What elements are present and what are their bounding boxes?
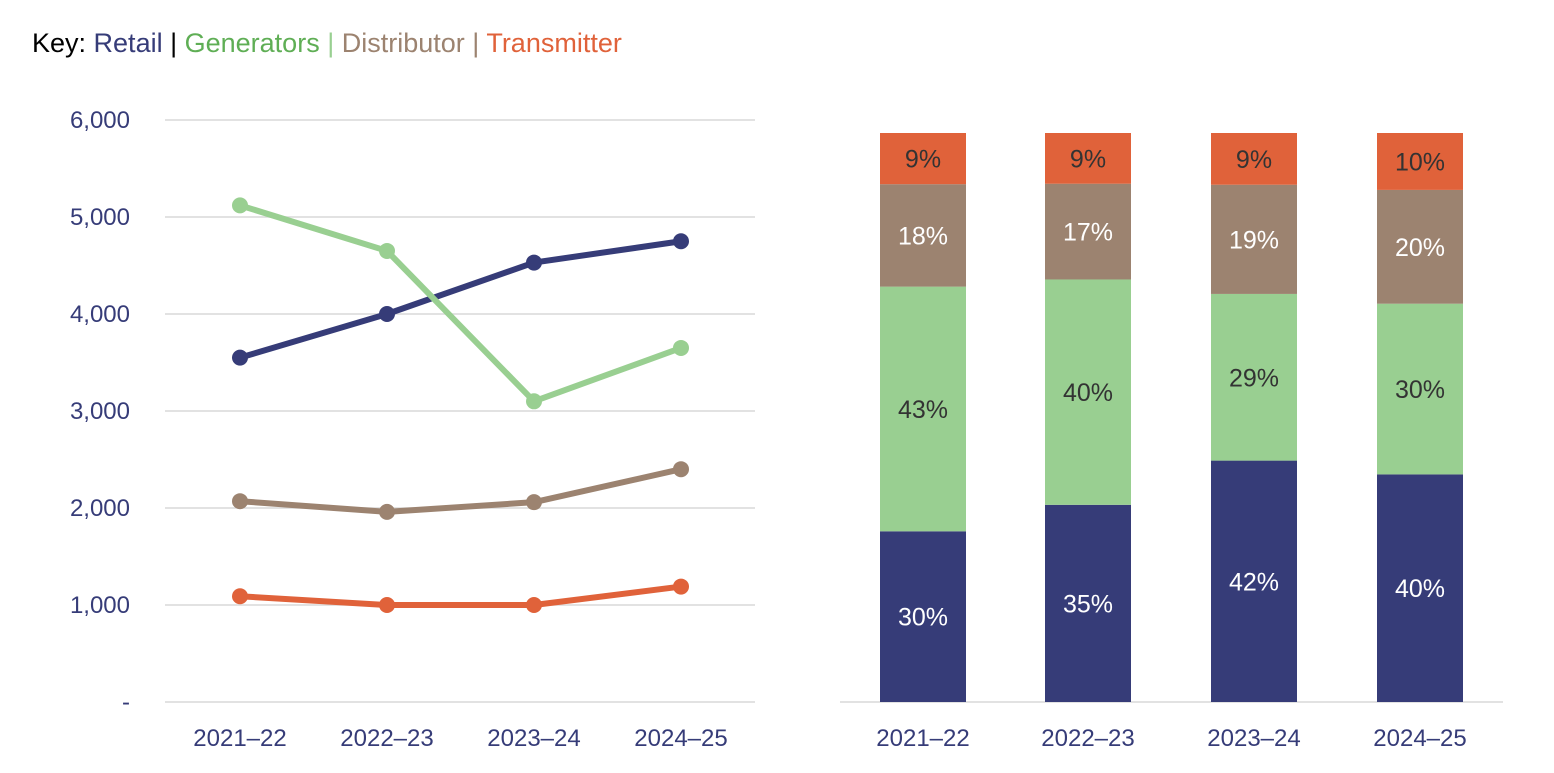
x-tick-label: 2024–25 bbox=[1373, 725, 1466, 752]
y-tick-label: 6,000 bbox=[70, 107, 130, 134]
bar-segment-retail bbox=[1377, 474, 1463, 702]
bar-data-label: 30% bbox=[1395, 376, 1445, 404]
bar-segment-retail bbox=[1045, 504, 1131, 702]
bar-segment-generators bbox=[1045, 279, 1131, 505]
data-point-transmitter bbox=[232, 588, 248, 605]
x-tick-label: 2022–23 bbox=[340, 725, 433, 752]
bar-segment-generators bbox=[1211, 293, 1297, 461]
bar-segment-distributor bbox=[880, 184, 966, 287]
key-transmitter: Transmitter bbox=[486, 28, 622, 58]
bar-data-label: 19% bbox=[1229, 226, 1279, 254]
key-distributor: Distributor bbox=[341, 28, 465, 58]
x-tick-label: 2023–24 bbox=[1207, 725, 1300, 752]
bar-segment-generators bbox=[880, 286, 966, 532]
series-line-distributor bbox=[239, 466, 682, 515]
x-tick-label: 2021–22 bbox=[876, 725, 969, 752]
y-tick-label: 5,000 bbox=[70, 204, 130, 231]
bar-data-label: 40% bbox=[1063, 379, 1113, 407]
bar-segment-retail bbox=[880, 531, 966, 702]
data-point-generators bbox=[379, 242, 395, 259]
data-point-distributor bbox=[673, 461, 689, 478]
bar-data-label: 9% bbox=[1070, 145, 1106, 173]
y-tick-label: 3,000 bbox=[70, 398, 130, 425]
bar-segment-transmitter bbox=[880, 133, 966, 185]
y-tick-label: 4,000 bbox=[70, 301, 130, 328]
bar-segment-transmitter bbox=[1211, 133, 1297, 185]
key-retail: Retail bbox=[93, 28, 163, 58]
x-tick-label: 2024–25 bbox=[634, 725, 727, 752]
y-tick-label: - bbox=[122, 689, 130, 716]
key-label: Key: bbox=[32, 28, 87, 58]
data-point-generators bbox=[673, 339, 689, 356]
y-tick-label: 1,000 bbox=[70, 592, 130, 619]
data-point-distributor bbox=[526, 494, 542, 511]
bar-data-label: 10% bbox=[1395, 148, 1445, 176]
bar-data-label: 30% bbox=[898, 604, 948, 632]
bar-segment-transmitter bbox=[1045, 133, 1131, 184]
series-line-retail bbox=[239, 238, 682, 361]
bar-segment-retail bbox=[1211, 460, 1297, 702]
y-tick-label: 2,000 bbox=[70, 495, 130, 522]
bar-segment-distributor bbox=[1377, 189, 1463, 304]
bar-segment-generators bbox=[1377, 303, 1463, 475]
key-separator: | bbox=[472, 28, 480, 58]
data-point-distributor bbox=[379, 503, 395, 520]
data-point-retail bbox=[526, 254, 542, 271]
bar-data-label: 18% bbox=[898, 222, 948, 250]
data-point-generators bbox=[232, 197, 248, 214]
bar-data-label: 40% bbox=[1395, 575, 1445, 603]
bar-data-label: 29% bbox=[1229, 364, 1279, 392]
data-point-retail bbox=[673, 233, 689, 250]
x-tick-label: 2023–24 bbox=[487, 725, 580, 752]
bar-data-label: 9% bbox=[1236, 146, 1272, 174]
key-separator: | bbox=[170, 28, 178, 58]
bar-segment-transmitter bbox=[1377, 133, 1463, 190]
bar-segment-distributor bbox=[1211, 184, 1297, 294]
bar-data-label: 17% bbox=[1063, 219, 1113, 247]
legend-key: Key: Retail | Generators | Distributor |… bbox=[32, 28, 622, 59]
key-separator: | bbox=[327, 28, 335, 58]
data-point-transmitter bbox=[526, 597, 542, 613]
data-point-distributor bbox=[232, 493, 248, 510]
data-point-transmitter bbox=[379, 597, 395, 613]
series-line-transmitter bbox=[239, 583, 682, 608]
key-generators: Generators bbox=[184, 28, 320, 58]
bar-data-label: 20% bbox=[1395, 234, 1445, 262]
bar-data-label: 42% bbox=[1229, 568, 1279, 596]
bar-data-label: 43% bbox=[898, 396, 948, 424]
x-tick-label: 2022–23 bbox=[1041, 725, 1134, 752]
data-point-retail bbox=[232, 349, 248, 366]
data-point-transmitter bbox=[673, 578, 689, 595]
bar-data-label: 35% bbox=[1063, 590, 1113, 618]
x-tick-label: 2021–22 bbox=[193, 725, 286, 752]
series-line-generators bbox=[239, 202, 683, 405]
bar-data-label: 9% bbox=[905, 146, 941, 174]
data-point-generators bbox=[526, 393, 542, 410]
bar-segment-distributor bbox=[1045, 183, 1131, 280]
data-point-retail bbox=[379, 306, 395, 322]
